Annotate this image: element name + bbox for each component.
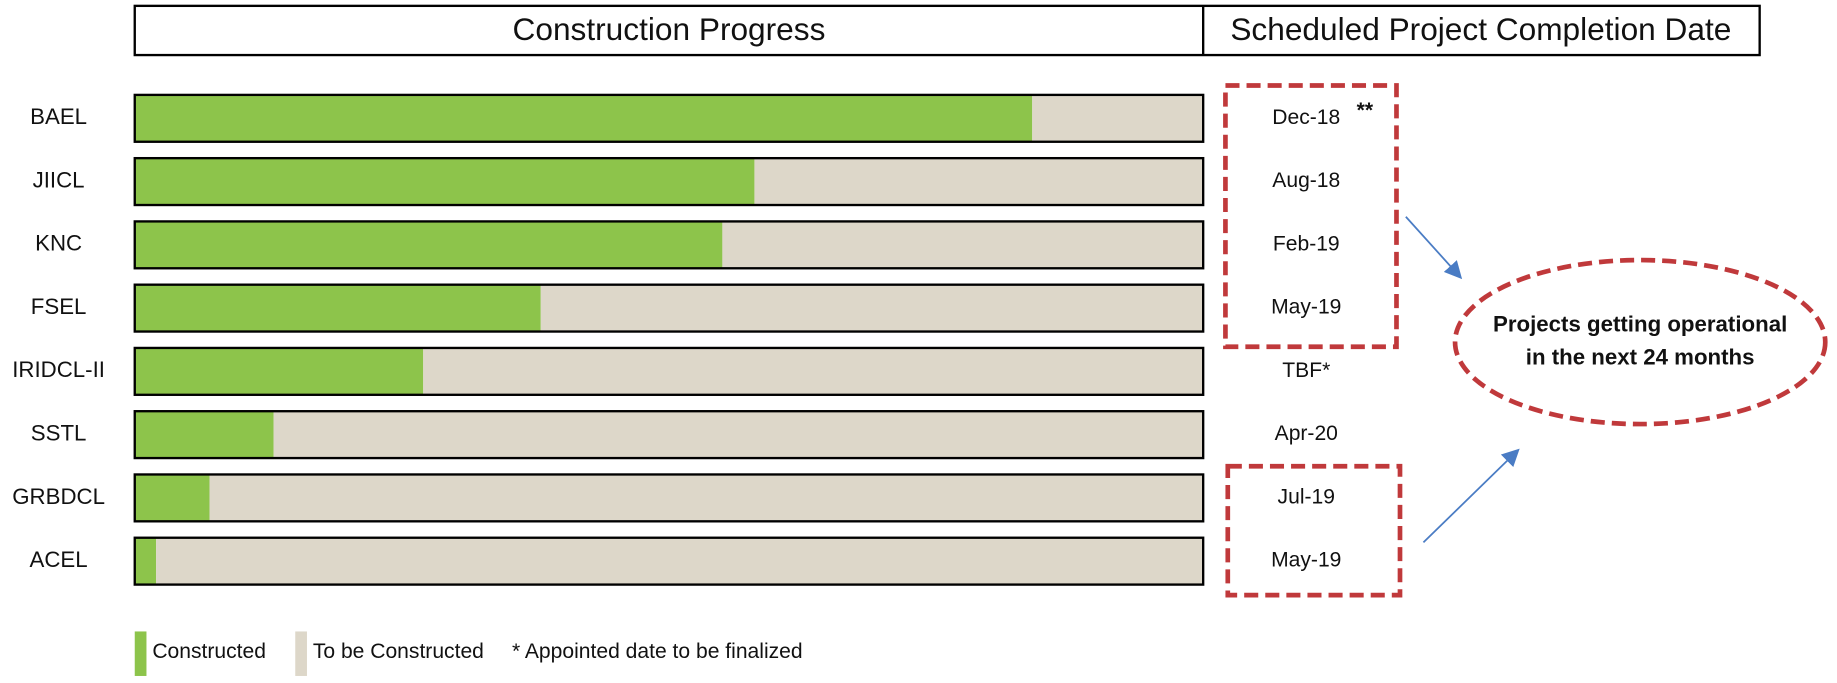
category-label: FSEL <box>31 294 87 319</box>
bar-segment <box>134 411 274 459</box>
category-label: ACEL <box>30 547 88 572</box>
bar-outline <box>133 536 1205 586</box>
arrow <box>1405 216 1463 280</box>
completion-date: Jul-19 <box>1278 485 1335 508</box>
footnote: * Appointed date to be finalized <box>512 640 803 663</box>
date-note: ** <box>1357 99 1374 122</box>
bar-segment <box>134 347 424 395</box>
dashed-group <box>1223 83 1399 350</box>
arrow <box>1422 448 1520 544</box>
bar-segment <box>540 284 1204 332</box>
bar-segment <box>754 158 1204 206</box>
bar-outline <box>133 156 1205 207</box>
bar-outline <box>133 283 1205 333</box>
bar-outline <box>133 473 1205 523</box>
bar-segment <box>156 537 1204 585</box>
legend-label: Constructed <box>152 640 266 663</box>
dashed-group <box>1225 463 1403 598</box>
legend-label: To be Constructed <box>313 640 484 663</box>
completion-date: TBF* <box>1282 359 1330 382</box>
completion-date: May-19 <box>1271 296 1341 319</box>
callout-ellipse <box>1452 257 1828 427</box>
bar-segment <box>134 474 210 522</box>
category-label: JIICL <box>33 167 85 192</box>
bar-segment <box>134 221 723 269</box>
category-label: BAEL <box>30 104 87 129</box>
category-label: IRIDCL-II <box>12 357 105 382</box>
bar-segment <box>209 474 1204 522</box>
bar-segment <box>134 537 157 585</box>
bar-outline <box>133 410 1205 460</box>
completion-date: Feb-19 <box>1273 232 1340 255</box>
bar-segment <box>134 158 755 206</box>
legend-swatch <box>295 631 307 676</box>
bar-segment <box>1032 94 1204 142</box>
bar-segment <box>273 411 1204 459</box>
category-label: SSTL <box>31 421 87 446</box>
bar-outline <box>133 93 1205 143</box>
completion-date: Aug-18 <box>1272 169 1340 192</box>
legend-swatch <box>134 631 147 676</box>
category-label: GRBDCL <box>12 484 105 509</box>
completion-date: Dec-18 <box>1272 106 1340 129</box>
completion-date: May-19 <box>1271 549 1341 572</box>
callout-text: in the next 24 months <box>1526 344 1755 369</box>
bar-segment <box>134 94 1033 142</box>
callout-text: Projects getting operational <box>1493 312 1787 337</box>
bar-segment <box>134 284 541 332</box>
completion-date: Apr-20 <box>1275 422 1338 445</box>
bar-segment <box>423 347 1204 395</box>
header-progress: Construction Progress <box>513 11 826 47</box>
header-box <box>133 4 1761 57</box>
header-date: Scheduled Project Completion Date <box>1230 11 1731 47</box>
bar-segment <box>722 221 1204 269</box>
bar-outline <box>133 346 1205 396</box>
category-label: KNC <box>35 231 82 256</box>
bar-outline <box>133 220 1205 270</box>
